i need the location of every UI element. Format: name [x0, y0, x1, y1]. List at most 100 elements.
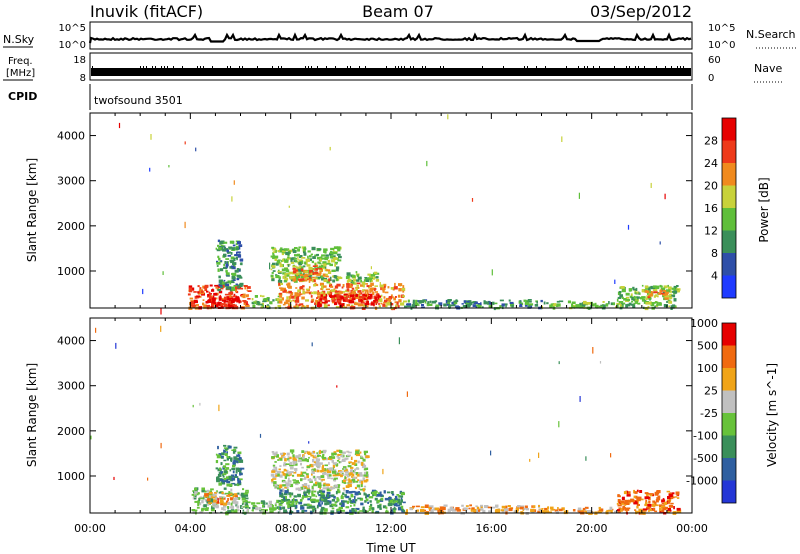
velocity-cell: [488, 510, 491, 513]
power-cell: [307, 277, 312, 280]
power-cell: [286, 273, 291, 275]
velocity-cell: [670, 502, 674, 505]
power-cell: [645, 297, 648, 300]
power-cell: [360, 276, 362, 279]
velocity-cell: [226, 456, 230, 458]
velocity-cell: [206, 503, 210, 506]
velocity-cell: [659, 507, 662, 512]
power-cell: [226, 261, 229, 264]
power-cell: [275, 255, 279, 259]
power-cell: [316, 253, 319, 256]
power-cell: [306, 264, 311, 267]
power-cell: [374, 296, 378, 300]
power-cell: [360, 284, 364, 287]
velocity-cell: [661, 505, 666, 509]
velocity-speck: [308, 441, 310, 444]
power-colorbar-tick: 16: [704, 202, 718, 215]
velocity-speck: [115, 342, 117, 349]
velocity-cell: [320, 492, 325, 495]
velocity-cell: [393, 502, 398, 507]
power-cell: [210, 297, 213, 301]
power-cell: [419, 300, 424, 303]
power-cell: [659, 284, 662, 288]
power-cell: [359, 299, 363, 302]
power-speck: [379, 282, 381, 287]
power-cell: [360, 279, 362, 283]
velocity-cell: [320, 509, 324, 513]
power-cell: [237, 284, 241, 287]
velocity-cell: [360, 488, 365, 491]
velocity-cell: [308, 452, 311, 455]
velocity-cell: [349, 499, 353, 503]
velocity-speck: [610, 453, 612, 458]
velocity-cell: [279, 484, 283, 487]
velocity-cell: [234, 496, 238, 499]
beam-title: Beam 07: [362, 2, 434, 21]
velocity-cell: [252, 509, 254, 512]
power-cell: [320, 288, 323, 291]
power-cell: [203, 305, 207, 309]
velocity-cell: [312, 450, 315, 453]
power-cell: [292, 270, 297, 274]
power-cell: [581, 303, 586, 307]
velocity-cell: [306, 458, 309, 463]
power-cell: [629, 295, 633, 299]
power-cell: [305, 277, 309, 279]
velocity-cell: [396, 494, 399, 496]
velocity-cell: [298, 457, 303, 460]
velocity-cell: [676, 507, 681, 511]
velocity-cell: [324, 457, 329, 461]
power-cell: [225, 296, 229, 300]
velocity-cell: [416, 509, 419, 512]
freq-panel: Freq. [MHz] 18 8 60 0 Nave: [3, 52, 782, 84]
power-cell: [311, 260, 314, 264]
power-cell: [188, 289, 193, 293]
power-cell: [631, 300, 634, 303]
power-cell: [295, 272, 300, 275]
velocity-cell: [311, 473, 313, 476]
velocity-cell: [339, 449, 341, 453]
power-cell: [223, 253, 227, 257]
power-cell: [302, 278, 305, 281]
velocity-cell: [653, 507, 656, 512]
velocity-cell: [279, 465, 282, 467]
power-cell: [348, 300, 353, 304]
velocity-cell: [303, 483, 308, 487]
power-cell: [321, 268, 323, 272]
velocity-cell: [237, 492, 240, 495]
power-cell: [217, 244, 220, 247]
power-cell: [309, 255, 312, 258]
power-cell: [435, 304, 440, 307]
power-cell: [299, 255, 303, 259]
velocity-cell: [300, 471, 303, 475]
power-cell: [355, 287, 358, 291]
power-cell: [218, 246, 222, 250]
power-cell: [230, 281, 235, 284]
power-cell: [319, 303, 322, 307]
velocity-cell: [606, 509, 611, 512]
power-cell: [260, 294, 262, 297]
power-cell: [280, 247, 283, 250]
power-cell: [673, 285, 677, 289]
velocity-cell: [363, 471, 367, 475]
velocity-cell: [294, 468, 298, 471]
power-cell: [337, 300, 342, 304]
velocity-cell: [282, 456, 286, 459]
power-colorbar-swatch: [722, 185, 736, 208]
power-cell: [189, 297, 194, 300]
power-cell: [324, 298, 326, 301]
power-cell: [482, 306, 484, 309]
power-cell: [337, 294, 342, 297]
power-cell: [657, 295, 659, 298]
velocity-cell: [340, 509, 345, 512]
power-cell: [265, 299, 269, 302]
velocity-cell: [251, 502, 256, 505]
power-cell: [571, 305, 576, 308]
power-cell: [276, 298, 280, 301]
power-cell: [217, 285, 220, 289]
power-cell: [302, 265, 306, 268]
velocity-cell: [289, 464, 294, 467]
velocity-cell: [351, 471, 356, 474]
power-cell: [447, 299, 451, 303]
velocity-cell: [354, 496, 356, 500]
